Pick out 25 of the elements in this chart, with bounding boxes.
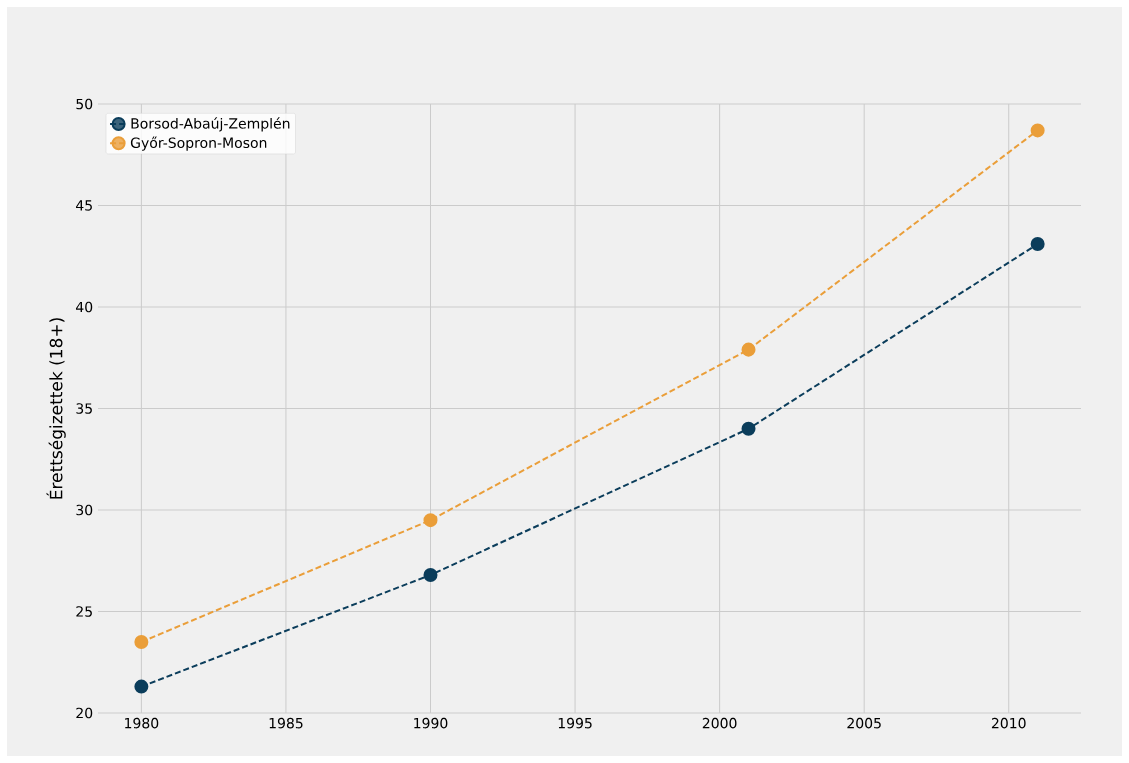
- x-tick-label: 2000: [702, 717, 737, 729]
- y-tick-label: 45: [76, 200, 92, 211]
- x-tick-label: 1990: [414, 717, 448, 729]
- x-tick-label: 1985: [269, 717, 303, 729]
- y-tick-label: 20: [76, 707, 93, 719]
- y-tick-label: 40: [76, 301, 93, 313]
- point: [134, 679, 149, 694]
- y-tick-label: 50: [76, 98, 93, 110]
- y-tick-label: 35: [76, 403, 92, 414]
- point: [741, 421, 756, 436]
- x-tick-label: 1980: [125, 717, 159, 729]
- legend-label: Borsod-Abaúj-Zemplén: [131, 117, 290, 132]
- x-tick-label: 1995: [558, 717, 592, 729]
- x-tick-label: 2005: [847, 717, 881, 729]
- point: [741, 342, 756, 357]
- y-axis-title: Érettségizettek (18+): [46, 318, 66, 499]
- point: [134, 634, 149, 649]
- legend-label: Győr-Sopron-Moson: [130, 136, 267, 151]
- x-tick-label: 2010: [991, 717, 1026, 729]
- point: [1030, 123, 1045, 138]
- y-tick-label: 30: [76, 504, 93, 516]
- point: [423, 513, 438, 528]
- y-tick-label: 25: [76, 606, 92, 617]
- point: [1030, 237, 1045, 252]
- point: [423, 567, 438, 582]
